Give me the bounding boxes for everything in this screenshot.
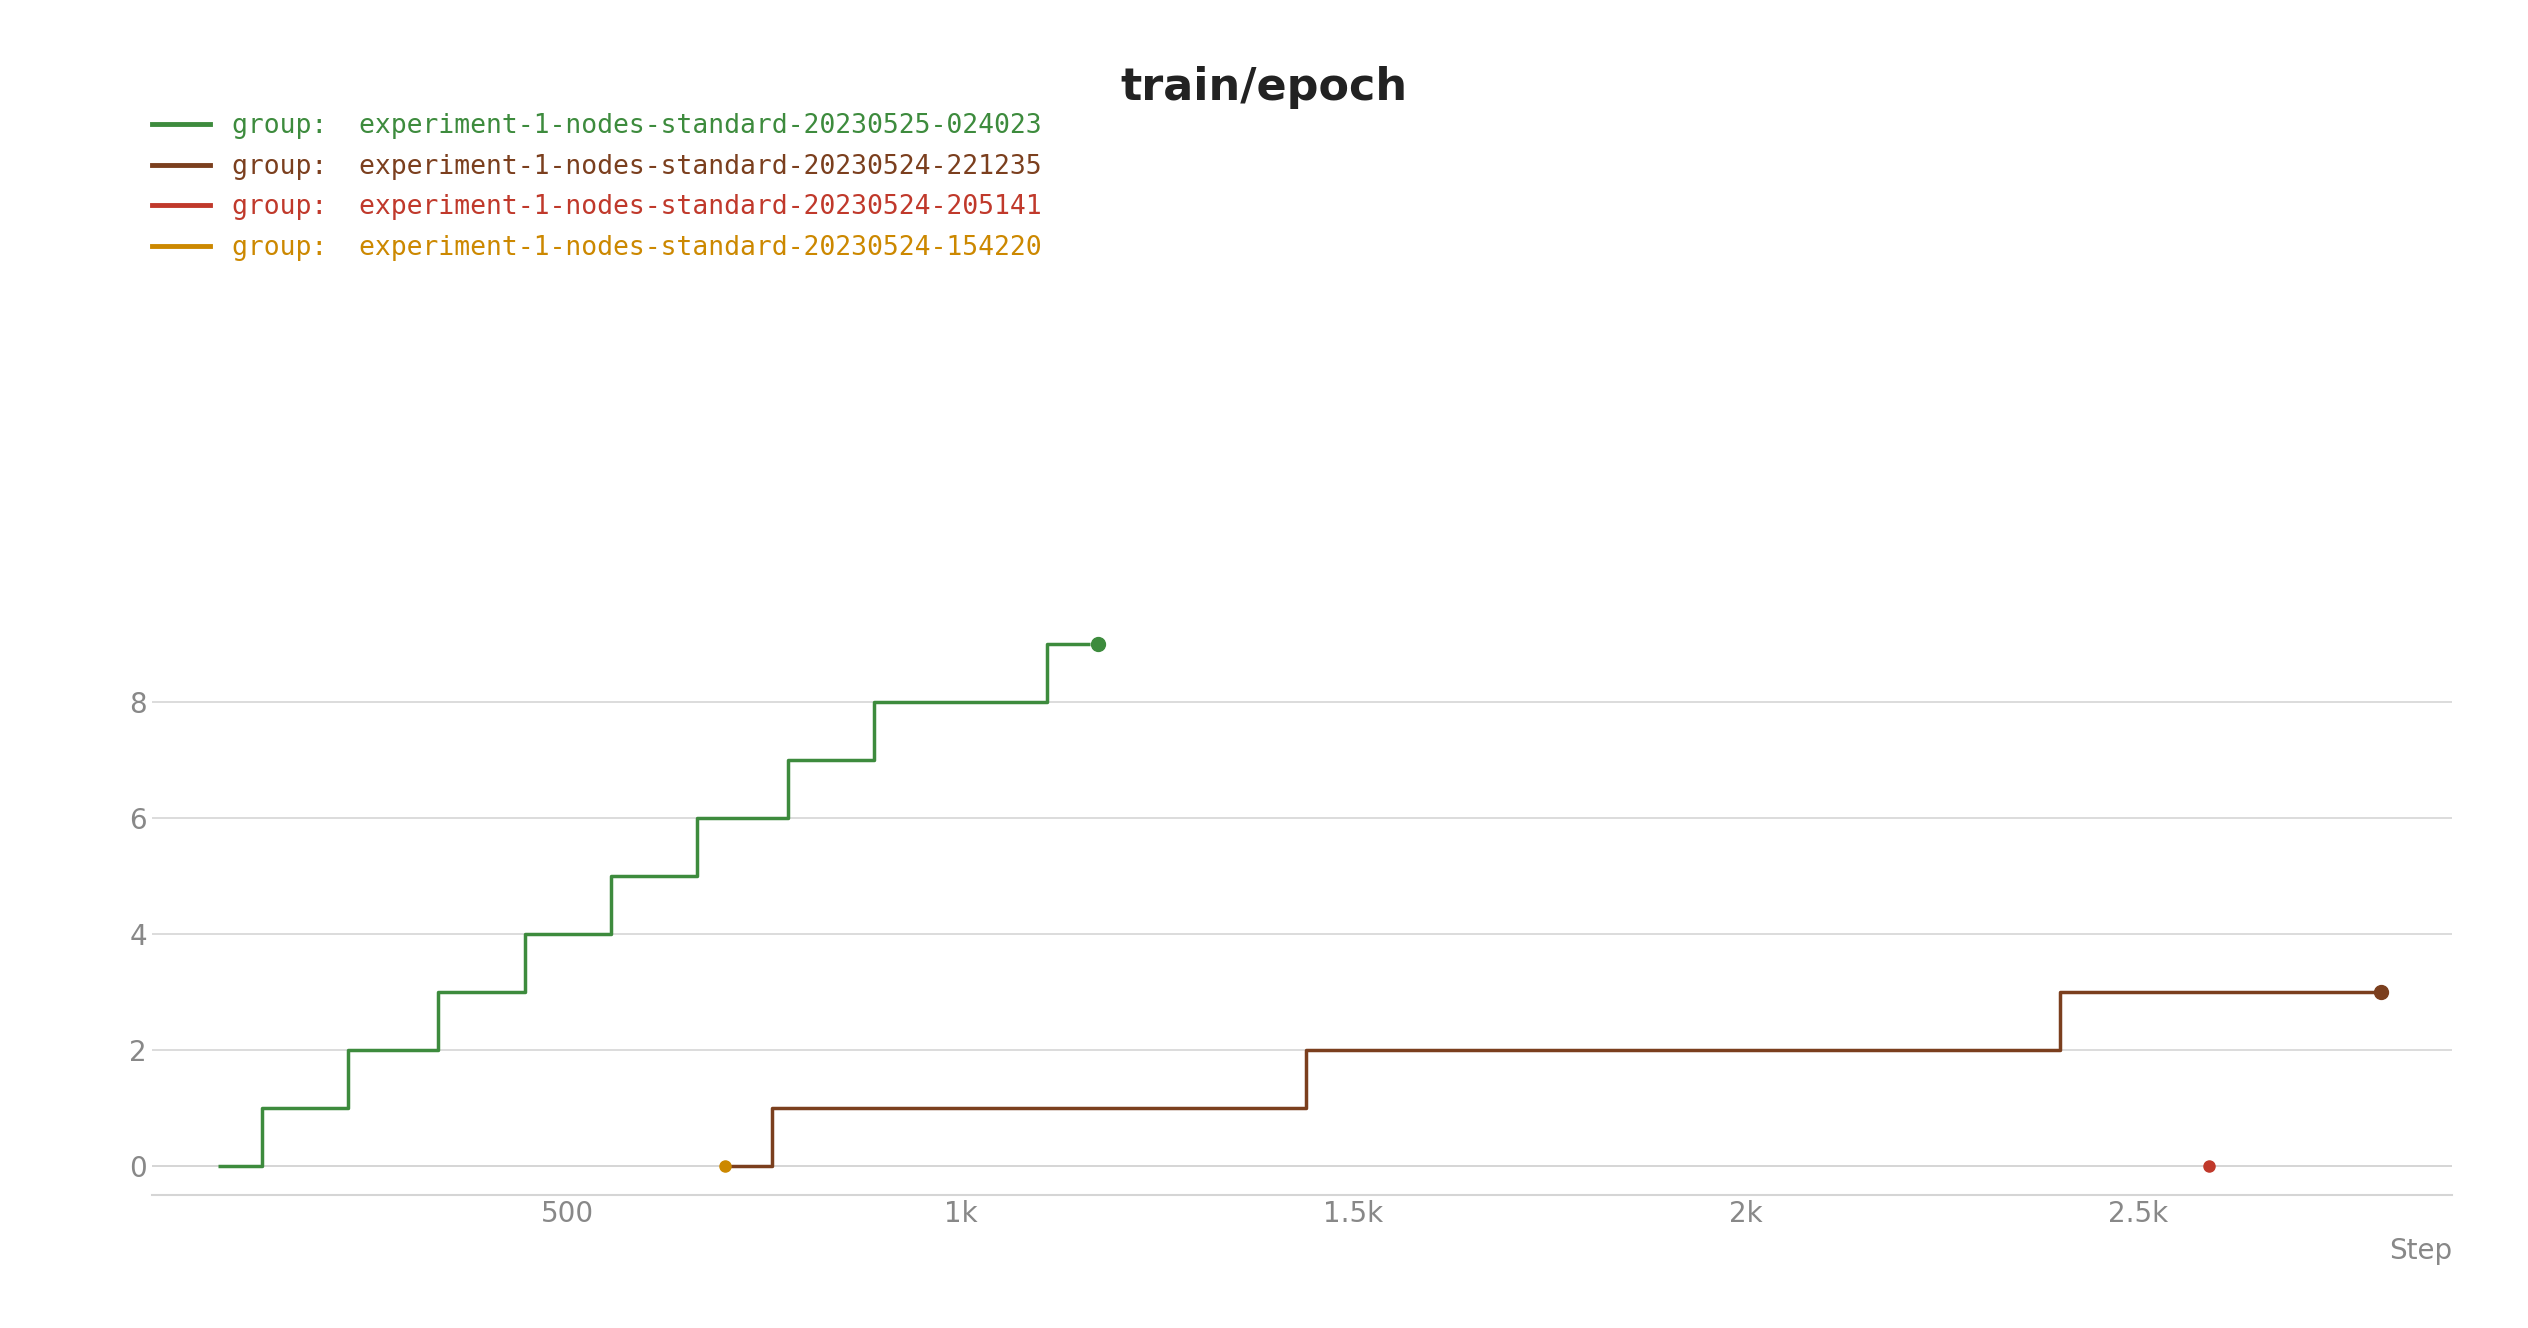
Legend: group:  experiment-1-nodes-standard-20230525-024023, group:  experiment-1-nodes-: group: experiment-1-nodes-standard-20230…: [142, 102, 1052, 271]
Text: train/epoch: train/epoch: [1120, 66, 1408, 109]
Text: Step: Step: [2389, 1238, 2452, 1266]
